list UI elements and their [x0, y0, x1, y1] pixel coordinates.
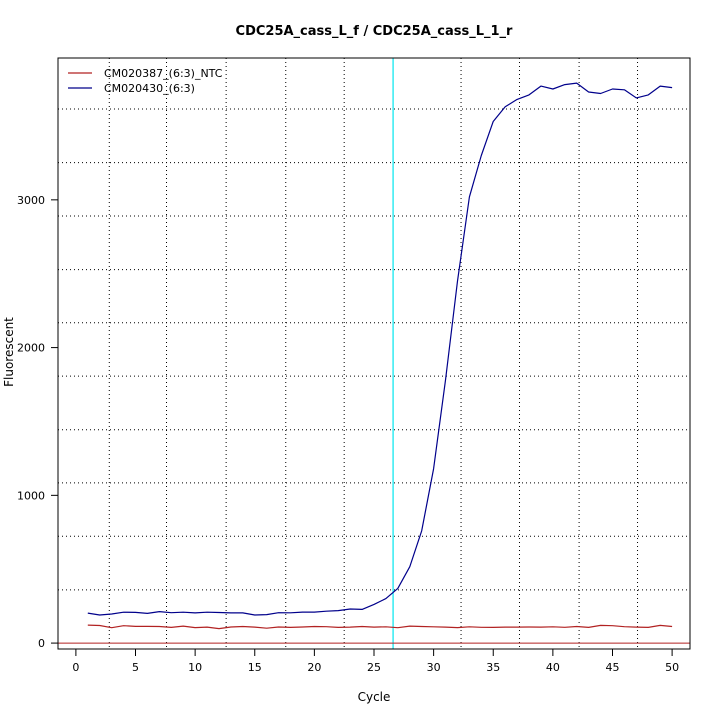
- series-line-sample: [87, 82, 673, 616]
- y-tick-label: 3000: [17, 194, 45, 207]
- series-lines: [87, 82, 673, 630]
- y-axis-label: Fluorescent: [2, 317, 16, 387]
- x-tick-label: 10: [188, 661, 202, 674]
- y-tick-label: 1000: [17, 489, 45, 502]
- x-tick-label: 5: [132, 661, 139, 674]
- x-tick-label: 50: [665, 661, 679, 674]
- x-tick-label: 15: [248, 661, 262, 674]
- reference-lines: [58, 58, 690, 649]
- x-tick-label: 45: [605, 661, 619, 674]
- x-tick-label: 20: [307, 661, 321, 674]
- x-tick-label: 30: [427, 661, 441, 674]
- x-tick-label: 35: [486, 661, 500, 674]
- series-line-ntc: [87, 624, 673, 630]
- y-tick-label: 2000: [17, 342, 45, 355]
- y-tick-label: 0: [38, 637, 45, 650]
- x-tick-label: 25: [367, 661, 381, 674]
- x-axis: 0 5 10 15 20 25 30 35 40 45 50: [72, 648, 679, 674]
- y-axis: 0 1000 2000 3000: [17, 194, 59, 650]
- legend-label: CM020387_(6:3)_NTC: [104, 67, 223, 80]
- grid-lines: [58, 58, 690, 649]
- x-axis-label: Cycle: [358, 690, 391, 704]
- x-tick-label: 40: [546, 661, 560, 674]
- legend-label: CM020430_(6:3): [104, 82, 195, 95]
- x-tick-label: 0: [72, 661, 79, 674]
- chart-title: CDC25A_cass_L_f / CDC25A_cass_L_1_r: [236, 24, 514, 39]
- legend: CM020387_(6:3)_NTC CM020430_(6:3): [68, 67, 223, 95]
